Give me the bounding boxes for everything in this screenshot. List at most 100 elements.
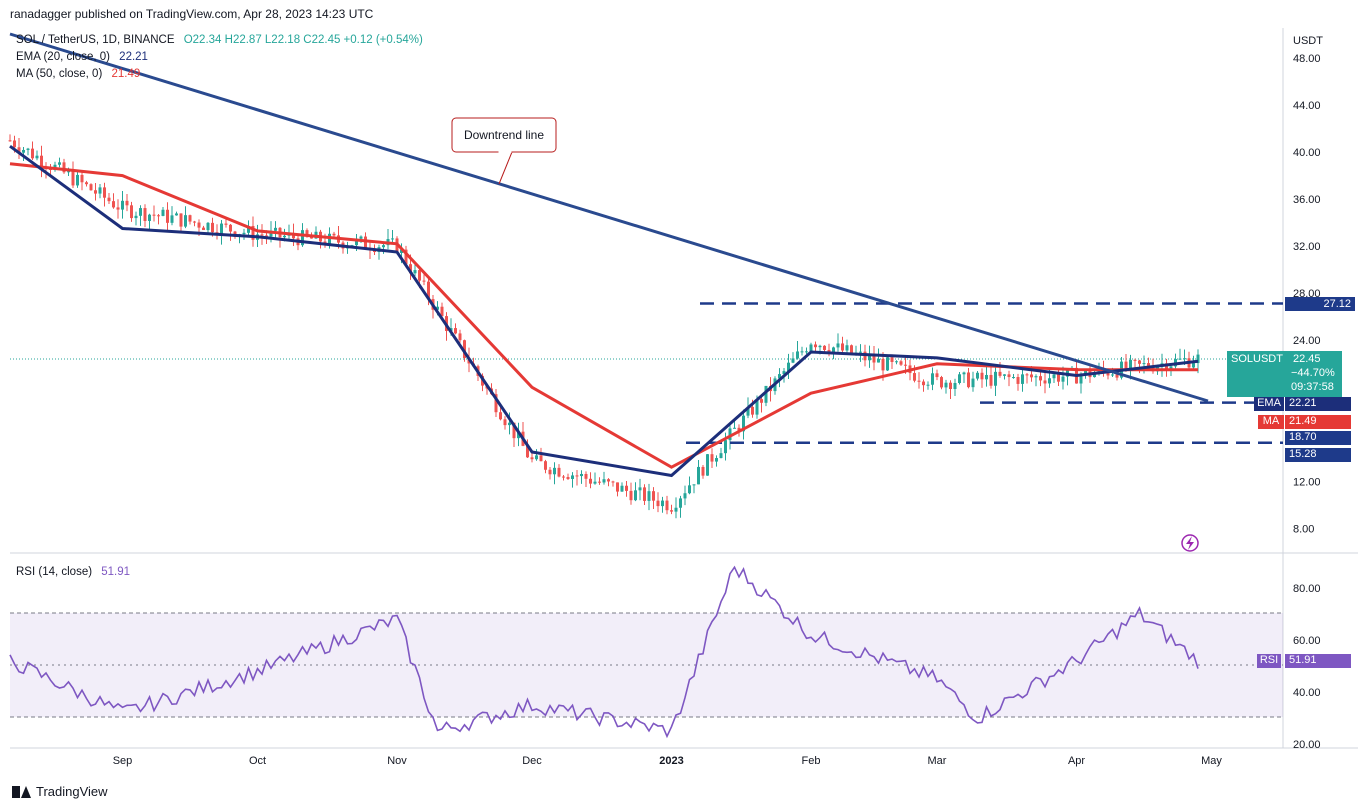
candle-body (1039, 376, 1042, 381)
candle-body (184, 215, 187, 227)
candle-body (1142, 363, 1146, 365)
rsi-tag-name: RSI (1257, 654, 1281, 668)
candle-body (580, 473, 583, 477)
candle-body (890, 357, 894, 362)
candle-body (539, 455, 543, 462)
candle-body (989, 374, 993, 386)
candle-body (1138, 360, 1141, 364)
time-axis[interactable]: Sep Oct Nov Dec 2023 Feb Mar Apr May (113, 755, 1223, 767)
candle-body (1003, 374, 1006, 376)
candle-body (1115, 374, 1119, 378)
candle-body (1124, 361, 1128, 369)
candle-body (737, 427, 741, 432)
candle-body (188, 215, 192, 222)
ema-legend[interactable]: EMA (20, close, 0) 22.21 (16, 51, 148, 63)
candle-body (76, 174, 79, 186)
candle-body (170, 215, 174, 223)
candle-body (566, 477, 570, 479)
candle-body (701, 466, 705, 476)
candle-body (733, 427, 736, 429)
candle-body (242, 232, 246, 235)
candle-body (1192, 363, 1195, 368)
candle-body (139, 208, 142, 216)
candle-body (148, 214, 151, 221)
candle-body (571, 475, 574, 479)
candle-body (116, 207, 120, 210)
candle-body (719, 453, 723, 459)
ma-legend-label: MA (50, close, 0) (16, 68, 103, 80)
candle-body (728, 428, 732, 441)
candle-body (809, 344, 813, 352)
candle-body (40, 155, 43, 167)
ohlc-values: O22.34 H22.87 L22.18 C22.45 +0.12 (+0.54… (183, 34, 423, 46)
candle-body (562, 476, 565, 478)
candle-body (683, 493, 687, 499)
candle-body (103, 187, 106, 198)
rsi-tick-label: 40.00 (1293, 687, 1321, 699)
price-axis[interactable]: 48.0044.0040.0036.0032.0028.0024.0012.00… (1293, 53, 1321, 535)
lightning-icon[interactable] (1181, 534, 1199, 552)
symbol-legend[interactable]: SOL / TetherUS, 1D, BINANCE O22.34 H22.8… (16, 34, 423, 46)
candle-body (841, 343, 844, 351)
candle-body (166, 209, 169, 223)
candle-body (589, 478, 592, 484)
candle-body (661, 500, 664, 507)
candle-body (157, 215, 160, 217)
candle-body (805, 351, 808, 353)
downtrend-line[interactable] (9, 32, 1209, 403)
candle-body (791, 358, 795, 363)
tradingview-footer[interactable]: TradingView (12, 784, 108, 799)
candle-body (22, 149, 25, 153)
candle-body (931, 373, 934, 385)
candle-body (665, 500, 669, 511)
candle-body (26, 148, 30, 150)
rsi-axis[interactable]: 80.00 60.00 40.00 20.00 (1293, 583, 1321, 751)
candle-body (1133, 359, 1137, 361)
candle-body (949, 382, 952, 390)
price-tick-label: 24.00 (1293, 335, 1321, 347)
candle-body (269, 230, 273, 237)
ma-legend-value: 21.49 (111, 68, 141, 80)
candle-body (58, 162, 61, 165)
candle-body (782, 371, 786, 375)
candle-body (125, 200, 129, 206)
candle-body (1043, 380, 1047, 384)
ema-legend-value: 22.21 (119, 51, 148, 63)
candle-body (895, 361, 898, 363)
candle-body (13, 140, 16, 148)
candle-body (656, 500, 660, 507)
support2-tag: 15.28 (1285, 448, 1351, 462)
candle-body (638, 487, 642, 491)
rsi-line (9, 565, 1199, 739)
candle-body (886, 357, 889, 371)
candle-body (161, 209, 165, 216)
candle-body (706, 454, 709, 476)
candle-body (872, 355, 876, 363)
rsi-legend[interactable]: RSI (14, close) 51.91 (16, 566, 130, 578)
price-tick-label: 36.00 (1293, 194, 1321, 206)
candle-body (422, 280, 426, 282)
candle-body (152, 214, 156, 216)
candle-body (1016, 377, 1020, 384)
candle-body (647, 491, 651, 501)
time-tick-label: Sep (113, 755, 133, 767)
candle-body (197, 222, 201, 228)
candle-body (1196, 354, 1200, 364)
sol-tag-price: 22.45 (1293, 353, 1321, 365)
candle-body (602, 479, 606, 483)
ma-legend[interactable]: MA (50, close, 0) 21.49 (16, 68, 140, 80)
candle-body (652, 491, 655, 501)
candle-body (760, 399, 763, 403)
price-pane[interactable] (10, 28, 1283, 553)
time-tick-label: Mar (928, 755, 947, 767)
candle-body (917, 380, 921, 382)
annotation-text: Downtrend line (464, 128, 544, 142)
candle-body (71, 171, 75, 186)
candle-body (616, 482, 619, 492)
candle-body (629, 490, 633, 501)
candle-body (1178, 358, 1182, 360)
candle-body (206, 222, 210, 231)
candle-body (935, 373, 939, 378)
annotation-callout[interactable]: Downtrend line (451, 117, 557, 185)
